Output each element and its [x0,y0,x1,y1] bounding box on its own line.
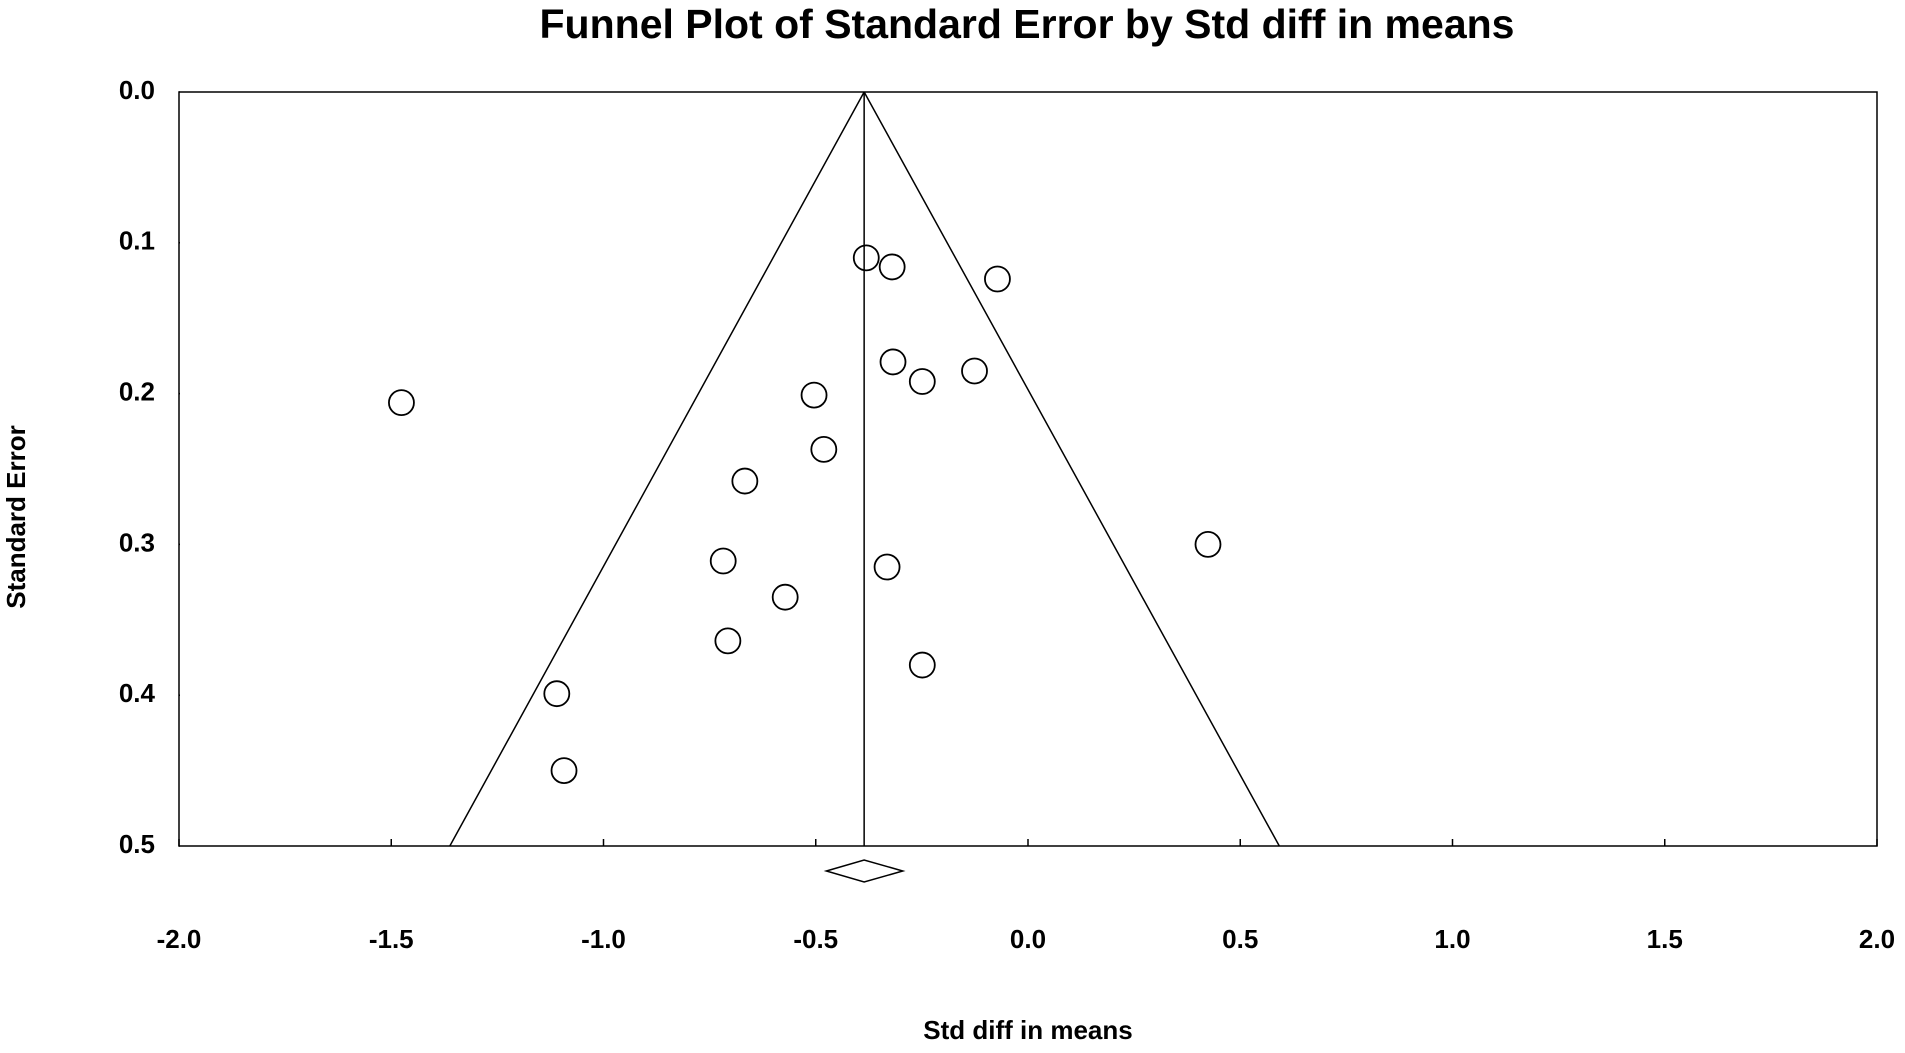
y-tick-label: 0.4 [119,678,156,708]
plot-frame [178,91,1878,847]
x-tick-label: -0.5 [793,924,838,954]
x-tick-label: -1.0 [581,924,626,954]
y-tick-label: 0.3 [119,527,155,557]
study-point [709,547,737,575]
study-point [550,757,578,784]
chart-title: Funnel Plot of Standard Error by Std dif… [540,1,1515,47]
study-point [731,467,759,495]
x-tick-label: 1.0 [1434,924,1470,954]
y-tick-label: 0.2 [119,376,155,406]
study-point [714,627,742,655]
study-point [543,680,571,708]
x-tick-label: -1.5 [369,924,414,954]
study-point [388,389,415,417]
study-point [1194,531,1222,558]
x-tick-label: 0.0 [1010,924,1046,954]
x-tick-label: 1.5 [1647,924,1683,954]
study-point [873,553,901,581]
funnel-right [863,91,1280,847]
study-point [908,368,936,395]
study-point [984,265,1011,293]
x-tick-label: 0.5 [1222,924,1258,954]
x-axis-label: Std diff in means [923,1015,1132,1045]
y-tick-label: 0.1 [119,226,155,256]
study-point [810,435,838,463]
y-tick-label: 0.0 [119,75,155,105]
pooled-diamond [823,859,906,883]
study-point [852,244,880,272]
study-point [771,583,799,611]
x-tick-label: 2.0 [1859,924,1895,954]
study-point [878,253,906,281]
study-point [908,651,936,679]
y-tick-label: 0.5 [119,829,155,859]
study-point [879,348,907,376]
study-point [961,357,988,385]
funnel-left [449,91,865,847]
x-tick-label: -2.0 [157,924,202,954]
y-axis-label: Standard Error [1,425,31,609]
study-point [800,381,828,409]
